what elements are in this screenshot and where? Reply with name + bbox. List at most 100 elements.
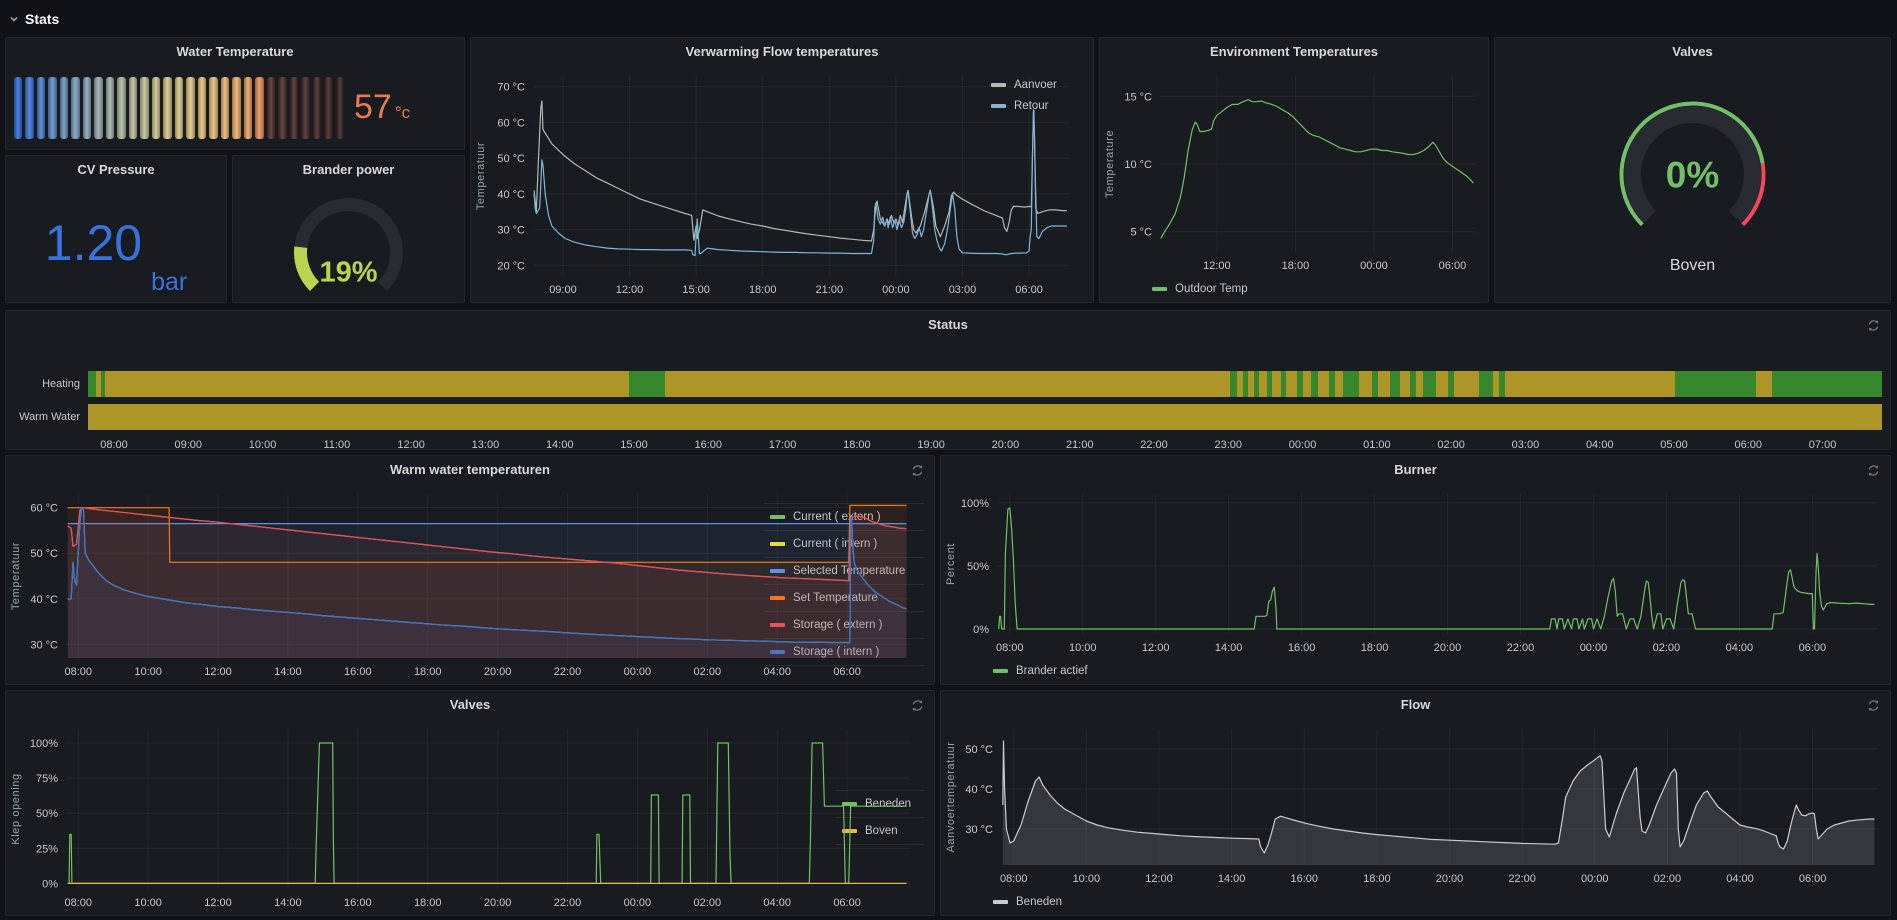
chevron-down-icon xyxy=(10,16,18,22)
gauge-value: 19% xyxy=(319,256,377,288)
timeline-segment xyxy=(1422,371,1437,397)
axis-tick-label: 06:00 xyxy=(1734,439,1763,450)
gauge-canvas: 19% xyxy=(294,197,403,291)
lcd-segment xyxy=(312,76,322,139)
refresh-icon[interactable] xyxy=(1866,463,1881,478)
legend-label: Current ( extern ) xyxy=(793,510,881,523)
timeline-segment xyxy=(1454,371,1480,397)
refresh-icon[interactable] xyxy=(1866,318,1881,333)
panel-title[interactable]: CV Pressure xyxy=(77,162,155,177)
refresh-icon[interactable] xyxy=(1866,698,1881,713)
svg-text:06:00: 06:00 xyxy=(1439,260,1467,272)
verwarming-chart[interactable]: 09:00 12:00 15:00 18:00 21:00 00:00 03:00 06:00… xyxy=(471,66,1069,302)
panel-title[interactable]: Environment Temperatures xyxy=(1209,44,1379,59)
axis-tick-label: 03:00 xyxy=(1511,439,1540,450)
warm-water-chart[interactable]: 08:00 10:00 12:00 14:00 16:00 18:00 20:00 22:00… xyxy=(6,484,910,684)
legend-swatch xyxy=(770,568,785,573)
axis-tick-label: 14:00 xyxy=(545,439,574,450)
panel-title[interactable]: Verwarming Flow temperatures xyxy=(685,44,879,59)
lcd-segment xyxy=(186,76,195,139)
status-timeline[interactable]: Heating Warm Water 08:00 09:00 10:00 11:00 12:… xyxy=(6,339,1890,449)
lcd-segment xyxy=(243,76,253,139)
svg-text:00:00: 00:00 xyxy=(882,284,910,296)
svg-text:15:00: 15:00 xyxy=(682,284,710,296)
lcd-gauge xyxy=(14,76,345,139)
timeline-segment xyxy=(1479,371,1493,397)
svg-text:06:00: 06:00 xyxy=(1799,873,1827,885)
timeline-bar[interactable] xyxy=(88,371,1882,397)
lcd-segment xyxy=(94,76,103,139)
legend-item[interactable]: Beneden xyxy=(993,892,1062,913)
legend-swatch xyxy=(770,595,785,600)
svg-text:18:00: 18:00 xyxy=(1282,260,1310,272)
svg-text:12:00: 12:00 xyxy=(1142,642,1170,654)
panel-title[interactable]: Burner xyxy=(1394,462,1437,477)
axis-tick-label: 09:00 xyxy=(174,439,203,450)
row-header-stats[interactable]: Stats xyxy=(8,8,59,30)
svg-text:20:00: 20:00 xyxy=(1436,873,1464,885)
panel-title[interactable]: Status xyxy=(928,317,968,332)
timeline-segment xyxy=(1328,371,1336,397)
svg-text:30 °C: 30 °C xyxy=(965,824,993,836)
chart-legend: Brander actief xyxy=(941,660,1890,682)
axis-tick-label: 11:00 xyxy=(323,439,351,450)
timeline-row: Heating xyxy=(6,371,1890,397)
burner-chart[interactable]: 08:00 10:00 12:00 14:00 16:00 18:00 20:00 22:00… xyxy=(941,484,1890,660)
legend-swatch xyxy=(991,103,1006,108)
panel-title[interactable]: Warm water temperaturen xyxy=(390,462,550,477)
svg-text:Aanvoertemperatuur: Aanvoertemperatuur xyxy=(945,741,957,852)
legend-item[interactable]: Retour xyxy=(991,95,1083,116)
svg-text:00:00: 00:00 xyxy=(624,666,652,678)
timeline-segment xyxy=(96,371,101,397)
panel-title[interactable]: Water Temperature xyxy=(176,44,294,59)
axis-tick-label: 12:00 xyxy=(397,439,425,450)
flow-chart[interactable]: 08:00 10:00 12:00 14:00 16:00 18:00 20:00 22:00… xyxy=(941,719,1890,891)
timeline-segment xyxy=(1448,371,1455,397)
axis-tick-label: 16:00 xyxy=(694,439,723,450)
svg-text:18:00: 18:00 xyxy=(749,284,777,296)
panel-title[interactable]: Flow xyxy=(1400,697,1431,712)
legend-item[interactable]: Current ( extern ) xyxy=(764,502,924,530)
lcd-segment xyxy=(128,76,138,139)
svg-text:16:00: 16:00 xyxy=(344,666,372,678)
timeline-segment xyxy=(1254,371,1260,397)
legend-label: Retour xyxy=(1014,99,1049,112)
lcd-segment xyxy=(197,76,207,139)
svg-text:06:00: 06:00 xyxy=(833,897,861,909)
svg-text:00:00: 00:00 xyxy=(1580,642,1608,654)
timeline-bar[interactable] xyxy=(88,404,1882,430)
panel-cv-pressure: CV Pressure 1.20 bar xyxy=(5,155,227,303)
panel-title[interactable]: Brander power xyxy=(302,162,395,177)
legend-label: Storage ( intern ) xyxy=(793,645,880,658)
lcd-segment xyxy=(232,76,241,139)
legend-item[interactable]: Outdoor Temp xyxy=(1152,279,1248,300)
timeline-segment xyxy=(1302,371,1312,397)
legend-item[interactable]: Brander actief xyxy=(993,661,1088,682)
legend-item[interactable]: Current ( intern ) xyxy=(764,529,924,557)
series-line xyxy=(1160,99,1474,239)
legend-item[interactable]: Aanvoer xyxy=(991,74,1083,95)
legend-item[interactable]: Storage ( extern ) xyxy=(764,610,924,638)
panel-title[interactable]: Valves xyxy=(1672,44,1713,59)
svg-text:Temperature: Temperature xyxy=(1104,130,1116,198)
svg-text:22:00: 22:00 xyxy=(1508,873,1536,885)
timeline-segment xyxy=(88,371,97,397)
panel-title[interactable]: Valves xyxy=(449,697,491,712)
svg-text:30 °C: 30 °C xyxy=(497,225,525,237)
environment-chart[interactable]: 12:00 18:00 00:00 06:00 5 °C 10 °C 15 °C Temper… xyxy=(1100,66,1488,278)
water-temp-value: 57 °c xyxy=(354,88,411,126)
chart-canvas: 08:00 10:00 12:00 14:00 16:00 18:00 20:00 22:00… xyxy=(945,494,1878,654)
timeline-segment xyxy=(88,404,1882,430)
legend-item[interactable]: Set Temperature xyxy=(764,583,924,611)
refresh-icon[interactable] xyxy=(910,698,925,713)
legend-item[interactable]: Storage ( intern ) xyxy=(764,637,924,666)
timeline-segment xyxy=(1504,371,1676,397)
lcd-segment xyxy=(82,76,92,139)
axis-tick-label: 20:00 xyxy=(991,439,1020,450)
axis-tick-label: 08:00 xyxy=(100,439,128,450)
timeline-segment xyxy=(1498,371,1505,397)
valves-chart[interactable]: 08:00 10:00 12:00 14:00 16:00 18:00 20:00 22:00… xyxy=(6,719,910,915)
svg-text:02:00: 02:00 xyxy=(1654,873,1682,885)
svg-text:60 °C: 60 °C xyxy=(497,117,525,129)
refresh-icon[interactable] xyxy=(910,463,925,478)
